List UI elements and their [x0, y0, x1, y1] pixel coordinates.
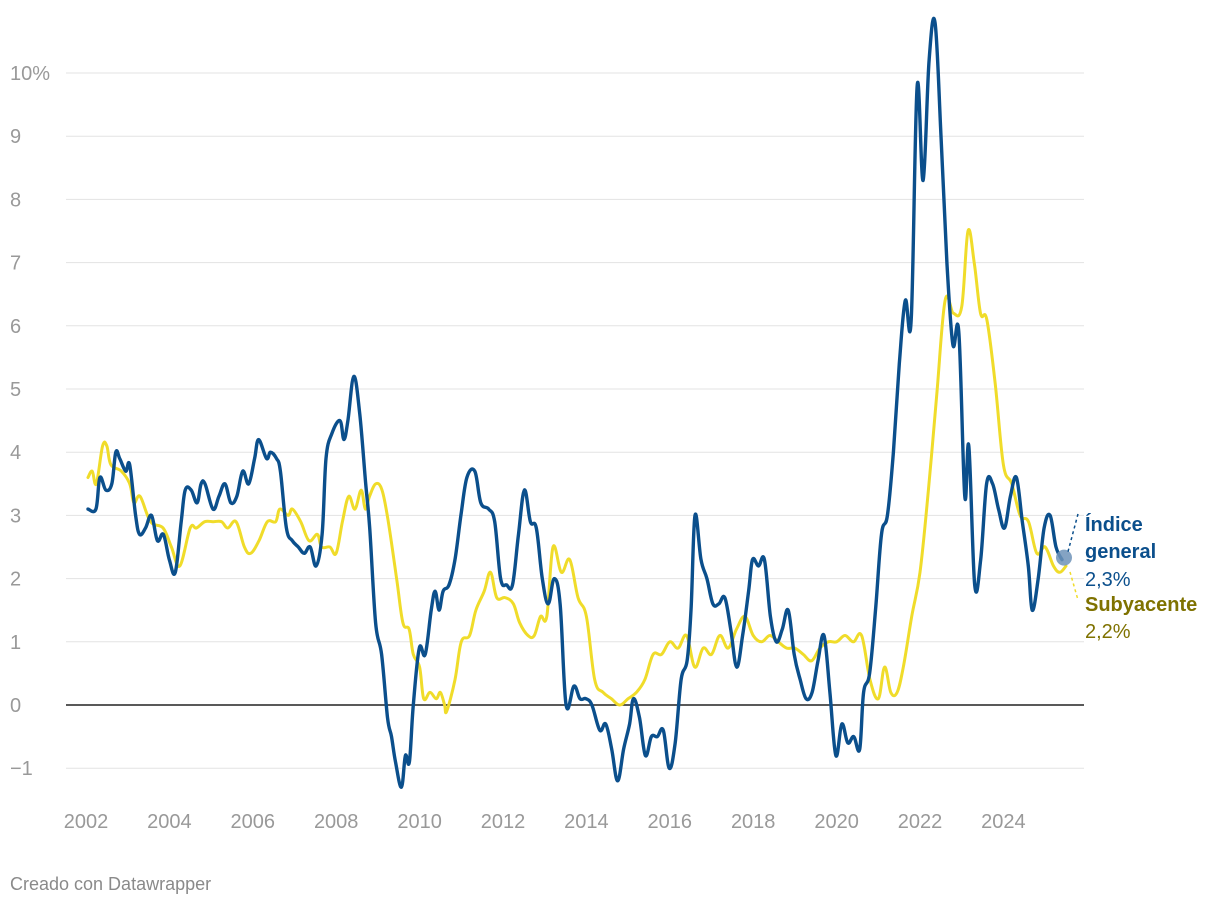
y-tick-label: 8: [10, 189, 21, 211]
x-tick-label: 2024: [981, 811, 1026, 833]
x-tick-label: 2006: [231, 811, 276, 833]
end-label-value-indice-general: 2,3%: [1085, 569, 1131, 591]
y-tick-label: 7: [10, 253, 21, 275]
y-tick-label: 5: [10, 379, 21, 401]
y-axis-tick-labels: −1 0 1 2 3 4 5 6 7 8 9 10%: [10, 63, 50, 780]
series-end-labels: Índice general 2,3% Subyacente 2,2%: [1056, 513, 1197, 643]
y-tick-label: 1: [10, 632, 21, 654]
x-tick-label: 2018: [731, 811, 776, 833]
y-tick-label: 0: [10, 695, 21, 717]
x-tick-label: 2022: [898, 811, 943, 833]
end-point-marker: [1056, 549, 1072, 566]
x-tick-label: 2008: [314, 811, 359, 833]
x-tick-label: 2012: [481, 811, 526, 833]
x-tick-label: 2004: [147, 811, 192, 833]
end-label-name-indice-general: Índice: [1085, 513, 1143, 536]
series-lines: [86, 16, 1068, 789]
x-tick-label: 2016: [648, 811, 693, 833]
series-line-indice-general: [86, 16, 1064, 789]
end-label-value-subyacente: 2,2%: [1085, 621, 1131, 643]
y-tick-label: 6: [10, 316, 21, 338]
end-label-name-subyacente: Subyacente: [1085, 594, 1197, 616]
y-tick-label: 10%: [10, 63, 50, 85]
x-tick-label: 2014: [564, 811, 609, 833]
y-tick-label: −1: [10, 758, 33, 780]
x-tick-label: 2010: [397, 811, 442, 833]
end-label-name-indice-general: general: [1085, 541, 1156, 563]
x-tick-label: 2020: [814, 811, 859, 833]
x-axis-tick-labels: 2002 2004 2006 2008 2010 2012 2014 2016 2018 2020…: [64, 811, 1026, 833]
y-tick-label: 9: [10, 126, 21, 148]
x-tick-label: 2002: [64, 811, 109, 833]
y-tick-label: 3: [10, 505, 21, 527]
y-tick-label: 4: [10, 442, 21, 464]
series-line-subyacente: [86, 227, 1068, 715]
gridlines: [66, 72, 1084, 769]
leader-line-indice-general: [1067, 513, 1079, 552]
y-tick-label: 2: [10, 569, 21, 591]
footer-credit: Creado con Datawrapper: [10, 874, 212, 894]
leader-line-subyacente: [1069, 571, 1079, 601]
